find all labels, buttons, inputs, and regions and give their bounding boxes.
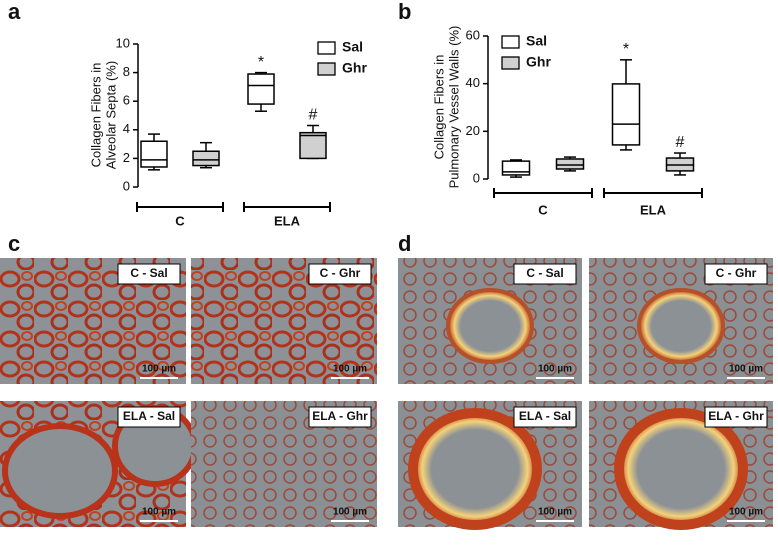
box [192,150,220,167]
y-tick-label: 4 [123,121,130,136]
tissue [2,423,118,519]
legend-swatch [317,62,336,76]
y-axis-label: Collagen Fibers in [88,63,103,168]
y-tick-label: 40 [466,75,480,90]
label-box [513,263,577,285]
scale-label: 100 µm [538,364,572,375]
label-box [117,406,181,428]
panel-letter: b [398,0,411,24]
image-label: ELA - Sal [123,409,175,423]
legend-label: Sal [342,39,363,55]
box [611,83,641,146]
y-tick-label: 20 [466,123,480,138]
significance-mark: # [676,134,685,151]
legend-label: Ghr [526,54,551,70]
legend-swatch [501,56,520,70]
image-label: ELA - Sal [519,409,571,423]
vessel [637,288,725,364]
scale-label: 100 µm [729,507,763,518]
y-tick-label: 0 [123,178,130,193]
legend-label: Ghr [342,60,367,76]
legend-swatch [501,35,520,49]
label-box [513,406,577,428]
label-box [704,263,768,285]
vessel [446,288,534,364]
box [501,160,531,176]
group-label: C [538,202,548,217]
image-label: C - Ghr [320,266,361,280]
y-tick-label: 0 [473,170,480,185]
legend-swatch [317,41,336,55]
image-label: C - Ghr [716,266,757,280]
group-label: ELA [274,213,301,228]
image-label: ELA - Ghr [708,409,764,423]
vessel [614,408,748,530]
legend-label: Sal [526,33,547,49]
scale-label: 100 µm [538,507,572,518]
box [299,131,327,160]
significance-mark: * [623,41,629,58]
panel-letter: d [398,231,411,256]
y-tick-label: 6 [123,93,130,108]
y-tick-label: 60 [466,27,480,42]
scale-label: 100 µm [142,507,176,518]
box [140,140,168,168]
y-tick-label: 8 [123,64,130,79]
box [555,158,585,170]
vessel [408,408,542,530]
scale-label: 100 µm [729,364,763,375]
image-label: C - Sal [130,266,167,280]
y-tick-label: 2 [123,150,130,165]
box [247,73,275,105]
y-axis-label: Alveolar Septa (%) [103,61,118,169]
panel-letter: c [8,231,20,256]
label-box [308,406,372,428]
group-label: ELA [640,202,667,217]
panel-letter: a [8,0,21,24]
significance-mark: * [258,54,264,71]
group-label: C [175,213,185,228]
label-box [704,406,768,428]
scale-label: 100 µm [333,364,367,375]
image-label: ELA - Ghr [312,409,368,423]
y-axis-label: Collagen Fibers in [431,55,446,160]
significance-mark: # [309,107,318,124]
scale-label: 100 µm [333,507,367,518]
label-box [117,263,181,285]
y-tick-label: 10 [116,35,130,50]
y-axis-label: Pulmonary Vessel Walls (%) [446,26,461,189]
image-label: C - Sal [526,266,563,280]
scale-label: 100 µm [142,364,176,375]
label-box [308,263,372,285]
